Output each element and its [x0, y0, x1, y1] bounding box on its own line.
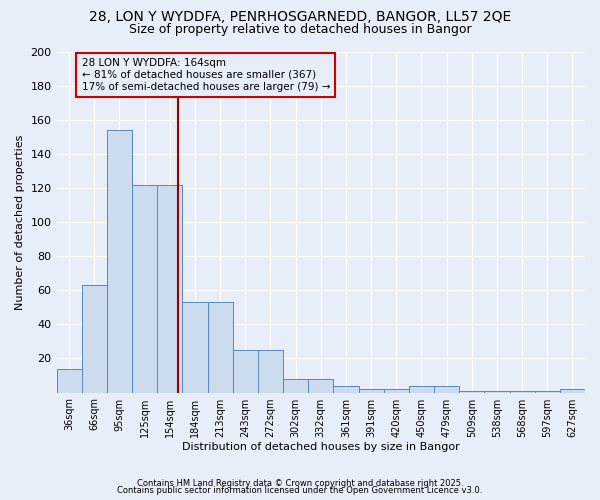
Bar [334, 386, 359, 392]
Bar [359, 389, 383, 392]
Bar [258, 350, 283, 393]
Bar [459, 391, 484, 392]
Bar [107, 130, 132, 392]
Bar [535, 391, 560, 392]
Bar [484, 391, 509, 392]
Bar [383, 389, 409, 392]
Bar [182, 302, 208, 392]
Text: 28, LON Y WYDDFA, PENRHOSGARNEDD, BANGOR, LL57 2QE: 28, LON Y WYDDFA, PENRHOSGARNEDD, BANGOR… [89, 10, 511, 24]
Bar [56, 368, 82, 392]
Bar [509, 391, 535, 392]
Bar [82, 285, 107, 393]
Bar [283, 379, 308, 392]
Bar [157, 184, 182, 392]
Bar [560, 389, 585, 392]
Bar [233, 350, 258, 393]
X-axis label: Distribution of detached houses by size in Bangor: Distribution of detached houses by size … [182, 442, 460, 452]
Y-axis label: Number of detached properties: Number of detached properties [15, 134, 25, 310]
Bar [409, 386, 434, 392]
Bar [208, 302, 233, 392]
Text: Contains HM Land Registry data © Crown copyright and database right 2025.: Contains HM Land Registry data © Crown c… [137, 478, 463, 488]
Text: 28 LON Y WYDDFA: 164sqm
← 81% of detached houses are smaller (367)
17% of semi-d: 28 LON Y WYDDFA: 164sqm ← 81% of detache… [82, 58, 330, 92]
Text: Size of property relative to detached houses in Bangor: Size of property relative to detached ho… [128, 22, 472, 36]
Bar [434, 386, 459, 392]
Bar [132, 184, 157, 392]
Bar [308, 379, 334, 392]
Text: Contains public sector information licensed under the Open Government Licence v3: Contains public sector information licen… [118, 486, 482, 495]
